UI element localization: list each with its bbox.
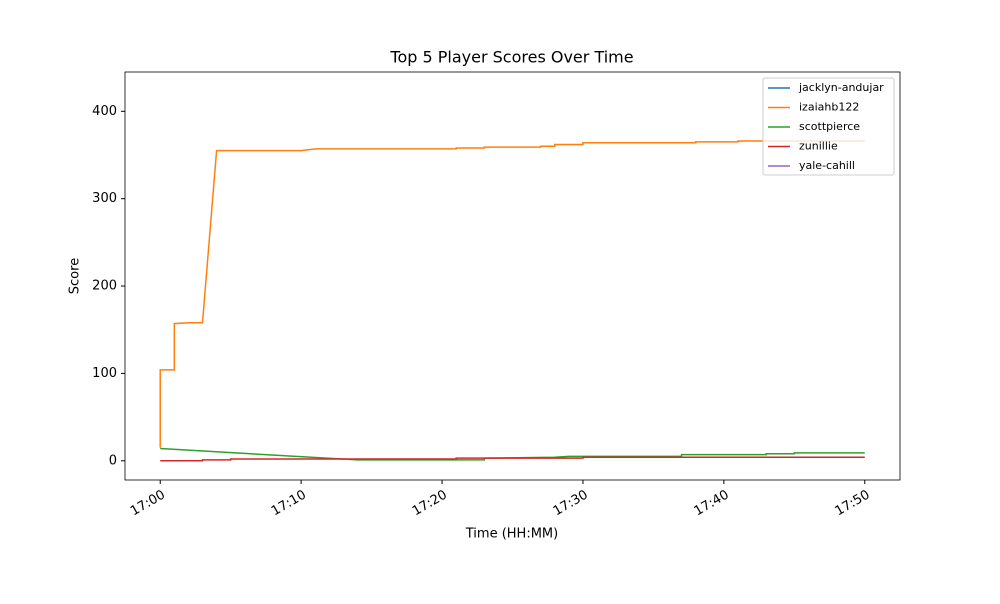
y-tick-label: 400	[92, 104, 117, 119]
plot-frame	[124, 71, 901, 481]
legend: jacklyn-andujar izaiahb122 scottpierce zuni…	[762, 77, 895, 176]
series-line	[159, 140, 865, 448]
y-tick-label: 200	[92, 279, 117, 294]
legend-label: yale-cahill	[799, 159, 855, 172]
series-line	[160, 456, 865, 462]
x-tick-label: 17:30	[551, 488, 591, 520]
y-tick-label: 100	[92, 366, 117, 381]
legend-label: scottpierce	[799, 120, 860, 133]
chart-title: Top 5 Player Scores Over Time	[389, 48, 633, 67]
legend-label: zunillie	[799, 140, 838, 153]
x-tick-label: 17:50	[833, 488, 873, 520]
legend-label: jacklyn-andujar	[798, 81, 884, 94]
legend-label: izaiahb122	[799, 101, 859, 114]
x-tick-label: 17:20	[410, 488, 450, 520]
series-line	[160, 447, 865, 461]
y-axis-label: Score	[68, 258, 83, 294]
x-tick-label: 17:10	[269, 488, 309, 520]
x-tick-label: 17:40	[692, 488, 732, 520]
x-axis-label: Time (HH:MM)	[465, 527, 558, 542]
y-tick-label: 0	[109, 453, 117, 468]
y-tick-label: 300	[92, 191, 117, 206]
x-tick-label: 17:00	[128, 488, 168, 520]
legend-box	[762, 77, 895, 176]
